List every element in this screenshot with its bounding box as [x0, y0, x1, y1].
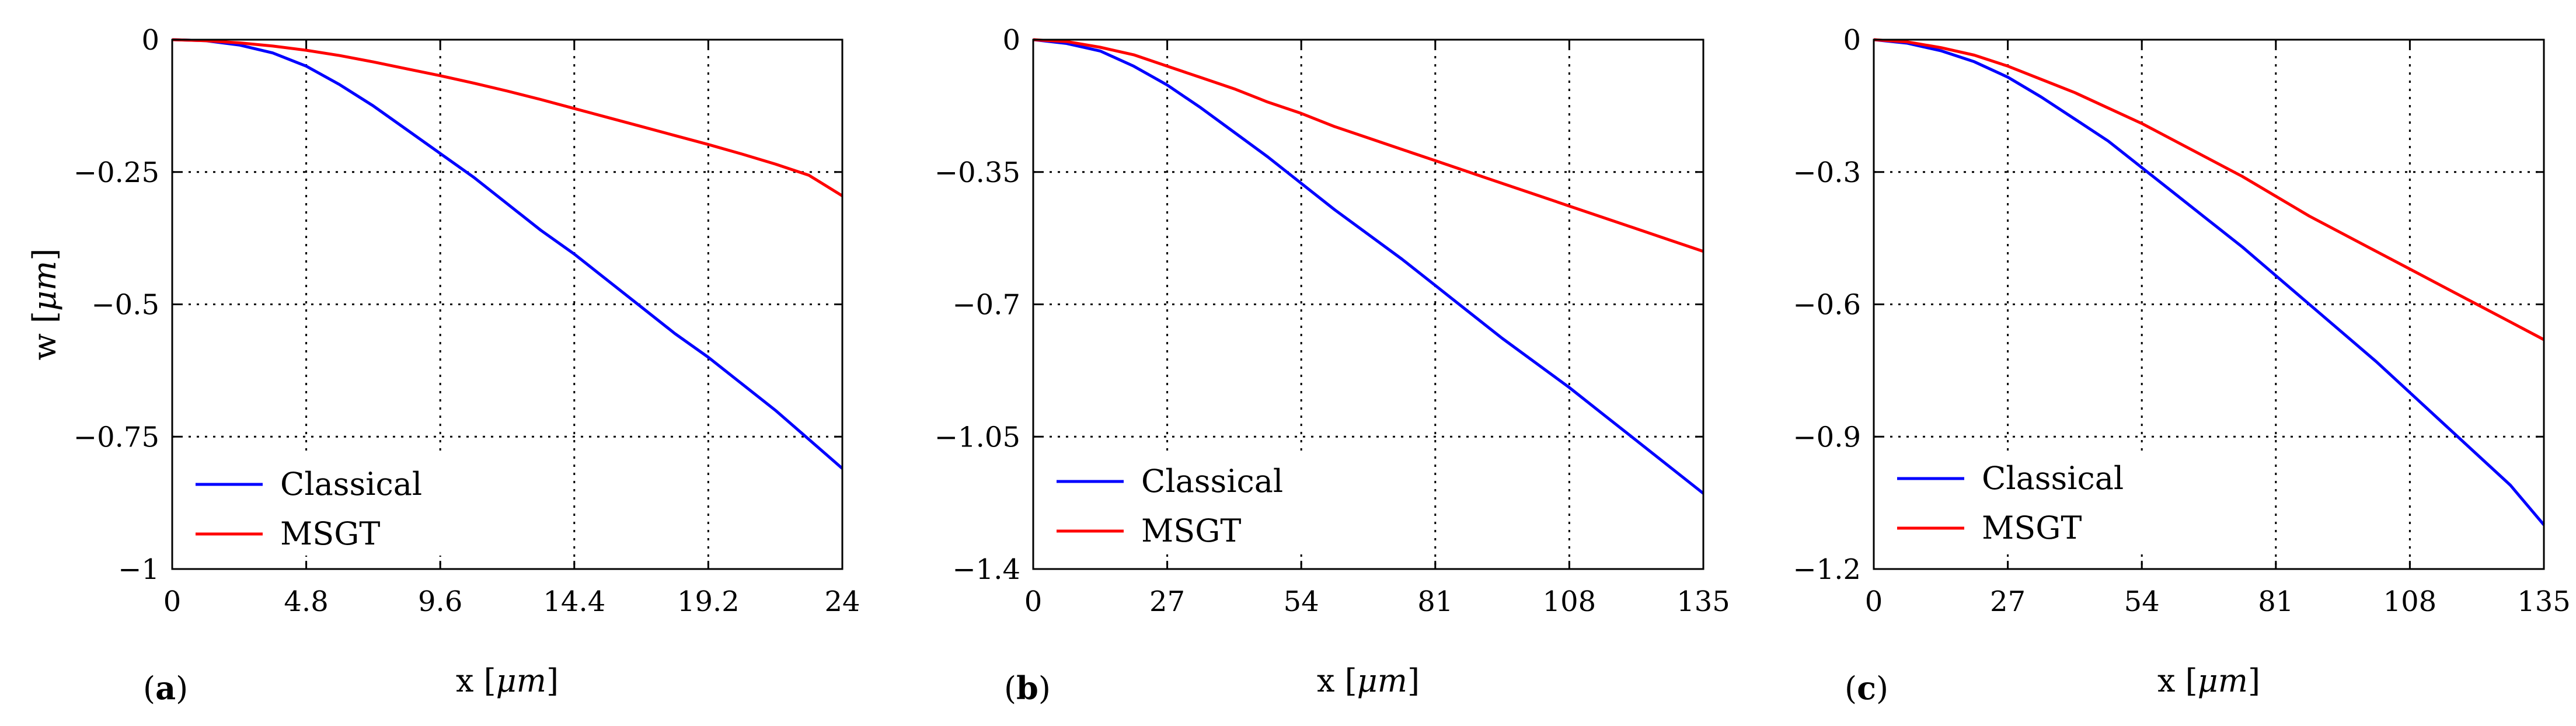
y-tick-label: −0.7 — [952, 289, 1020, 322]
x-tick-label: 19.2 — [677, 585, 740, 618]
chart-panel-b: 0 27 54 81 108 135 0 −0.35 −0.7 −1.05 −1.4 x [μm] (b… — [935, 24, 1730, 707]
x-tick-label: 108 — [2383, 585, 2437, 618]
legend-label-msgt: MSGT — [1141, 512, 1241, 549]
series-line-msgt — [1033, 38, 1704, 253]
y-tick-label: −0.35 — [935, 156, 1020, 189]
y-tick-label: −0.25 — [74, 156, 159, 189]
x-tick-label: 0 — [1865, 585, 1883, 618]
x-tick-label: 81 — [2258, 585, 2293, 618]
x-tick-label: 27 — [1149, 585, 1185, 618]
x-tick-label: 54 — [2124, 585, 2160, 618]
legend-label-msgt: MSGT — [1982, 509, 2082, 546]
y-tick-label: −0.75 — [74, 421, 159, 453]
legend: Classical MSGT — [183, 456, 457, 556]
legend: Classical MSGT — [1884, 451, 2159, 550]
x-axis-label: x [μm] — [456, 662, 559, 699]
x-tick-label: 27 — [1990, 585, 2026, 618]
series-line-classical — [1033, 38, 1704, 495]
x-tick-label: 9.6 — [418, 585, 462, 618]
legend-background — [1044, 453, 1318, 553]
y-tick-label: −1.4 — [952, 553, 1020, 586]
panel-label: (a) — [143, 669, 188, 707]
y-tick-label: −0.3 — [1793, 156, 1861, 189]
y-tick-label: 0 — [1002, 24, 1020, 57]
y-tick-label: −1.05 — [935, 421, 1020, 453]
y-tick-label: −0.5 — [91, 289, 159, 322]
panel-label: (c) — [1845, 669, 1888, 707]
x-tick-label: 135 — [2517, 585, 2571, 618]
legend: Classical MSGT — [1044, 453, 1318, 553]
y-tick-label: 0 — [1843, 24, 1861, 57]
x-tick-label: 54 — [1284, 585, 1319, 618]
legend-label-classical: Classical — [280, 466, 422, 502]
series-line-classical — [1873, 38, 2545, 526]
panel-label: (b) — [1004, 669, 1051, 707]
series-line-msgt — [172, 38, 843, 197]
y-tick-label: −1.2 — [1793, 553, 1861, 586]
y-tick-label: −1 — [118, 553, 159, 586]
legend-label-classical: Classical — [1141, 463, 1283, 500]
series-line-classical — [172, 38, 843, 470]
x-tick-label: 135 — [1676, 585, 1730, 618]
x-tick-label: 4.8 — [284, 585, 328, 618]
x-tick-label: 0 — [163, 585, 182, 618]
chart-panel-c: 0 27 54 81 108 135 0 −0.3 −0.6 −0.9 −1.2 x [μm] (c) C… — [1793, 24, 2570, 707]
legend-background — [183, 456, 457, 556]
x-axis-label: x [μm] — [2157, 662, 2260, 699]
series-line-msgt — [1873, 38, 2545, 341]
chart-panel-a: 0 4.8 9.6 14.4 19.2 24 0 −0.25 −0.5 −0.75 −1 x [μm]… — [26, 24, 860, 707]
x-tick-label: 14.4 — [543, 585, 605, 618]
legend-background — [1884, 451, 2159, 550]
legend-label-classical: Classical — [1982, 460, 2124, 497]
y-tick-label: −0.9 — [1793, 421, 1861, 453]
x-tick-label: 81 — [1417, 585, 1453, 618]
y-tick-label: −0.6 — [1793, 289, 1861, 322]
x-tick-label: 108 — [1543, 585, 1597, 618]
x-axis-label: x [μm] — [1317, 662, 1420, 699]
legend-label-msgt: MSGT — [280, 515, 380, 552]
x-tick-label: 0 — [1024, 585, 1043, 618]
x-tick-label: 24 — [824, 585, 860, 618]
y-axis-label: w [μm] — [26, 249, 63, 361]
y-tick-label: 0 — [141, 24, 159, 57]
